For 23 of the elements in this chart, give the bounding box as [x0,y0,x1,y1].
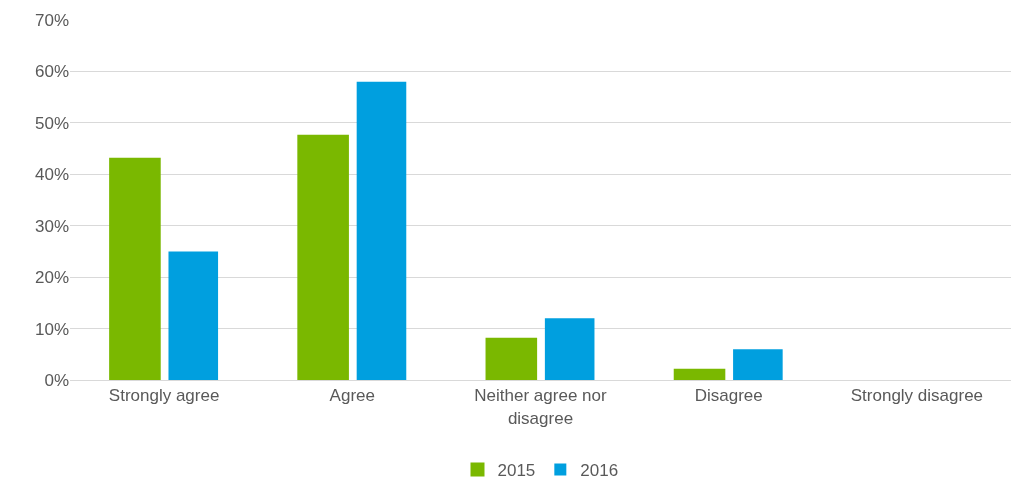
x-tick-label: Neither agree nor disagree [474,386,607,428]
bar [297,134,349,380]
y-tick-label: 70% [34,10,69,30]
bar [544,318,595,380]
x-tick-label: Disagree [694,386,763,406]
y-tick-label: 0% [44,370,69,390]
legend-label: 2015 [497,461,536,481]
y-tick-label: 10% [34,319,69,339]
bar [109,157,161,380]
y-tick-label: 30% [34,216,69,236]
x-tick-label: Agree [329,386,375,406]
y-tick-label: 60% [34,62,69,82]
bar [673,368,726,380]
bar [733,349,783,380]
bar [168,251,219,380]
y-tick-label: 20% [34,268,69,288]
legend-label: 2016 [580,461,619,481]
x-tick-label: Strongly disagree [850,386,984,406]
bar [485,337,538,380]
bar [356,81,407,380]
y-tick-label: 40% [34,165,69,185]
y-tick-label: 50% [34,113,69,133]
x-tick-label: Strongly agree [108,386,220,406]
